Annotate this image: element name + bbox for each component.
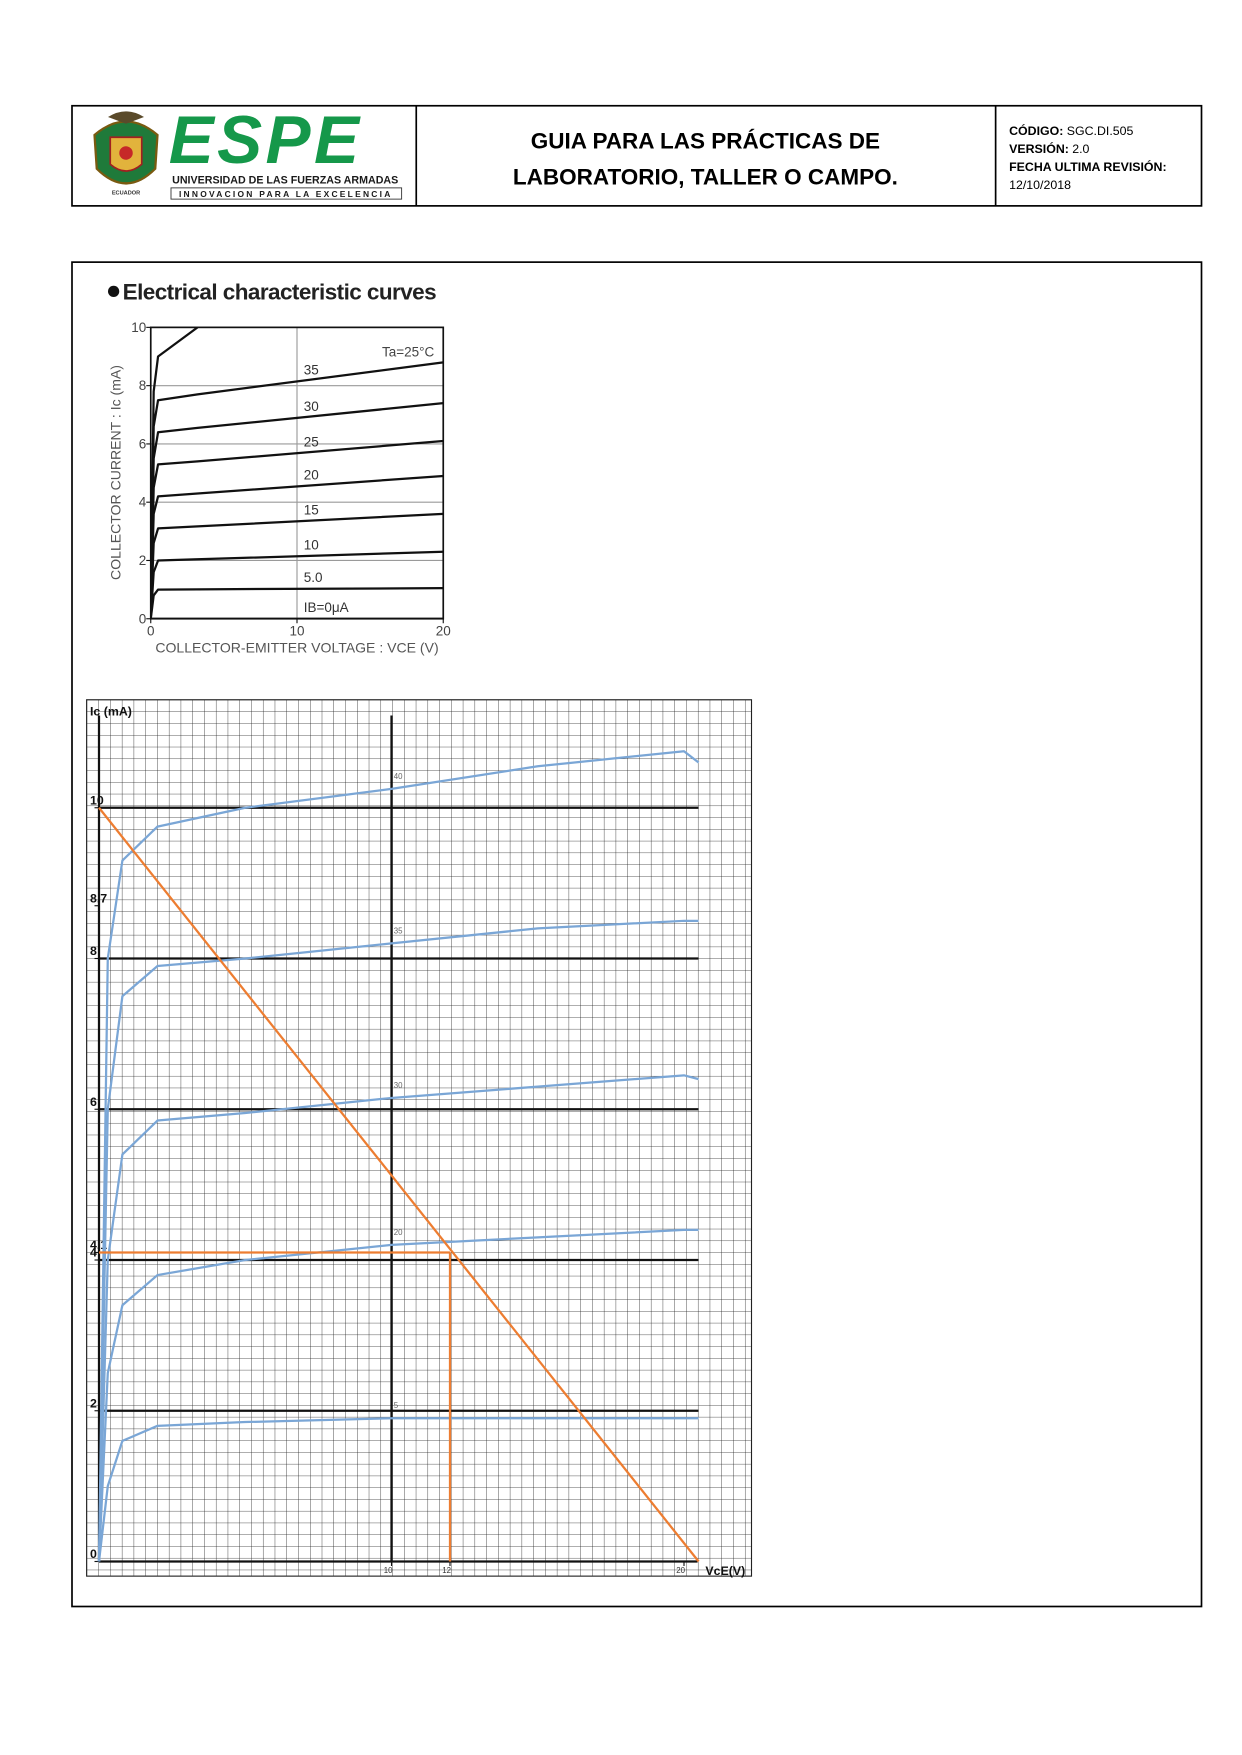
y-tick-label: 6	[139, 436, 147, 451]
x-tick-label: 10	[289, 624, 304, 639]
x-tick-label: 10	[384, 1566, 393, 1575]
graph-paper	[86, 699, 753, 1577]
y-tick-label: 8.7	[90, 891, 107, 905]
curve-label: 30	[304, 399, 319, 414]
y-tick-label: 8	[139, 378, 147, 393]
y-tick-label: 6	[90, 1095, 97, 1109]
header: ECUADOR ESPE UNIVERSIDAD DE LAS FUERZAS …	[71, 103, 1203, 207]
header-frame	[71, 104, 1203, 207]
curve-label: 40	[394, 772, 403, 781]
meta-label: FECHA ULTIMA REVISIÓN:	[1009, 159, 1166, 174]
curve	[97, 750, 700, 1562]
curve-label: 20	[304, 468, 319, 483]
x-tick-label: 0	[147, 624, 155, 639]
y-tick-label: 2	[139, 553, 147, 568]
y-tick-label: 10	[90, 793, 104, 807]
header-title: GUIA PARA LAS PRÁCTICAS DE	[531, 129, 880, 154]
y-tick-label: 10	[131, 320, 146, 335]
curve-label: 30	[394, 1081, 403, 1090]
logo-motto: INNOVACION PARA LA EXCELENCIA	[179, 189, 393, 199]
curve-label: IB=0μA	[304, 600, 349, 615]
curve-label: 5	[394, 1401, 399, 1410]
logo-badge: ECUADOR	[112, 191, 140, 197]
y-tick-label: 2	[90, 1396, 97, 1410]
y-axis-label: Ic (mA)	[90, 705, 132, 719]
header-meta: CÓDIGO: SGC.DI.505 VERSIÓN: 2.0 FECHA ULTIMA…	[1009, 123, 1166, 192]
y-tick-label: 0	[139, 611, 147, 626]
y-tick-label: 4	[90, 1246, 97, 1260]
x-tick-label: 12	[442, 1566, 451, 1575]
x-axis-label: VcE(V)	[705, 1564, 745, 1578]
logo-text: ESPE	[169, 103, 363, 178]
meta-value: SGC.DI.505	[1067, 124, 1134, 138]
y-tick-label: 4	[139, 495, 147, 510]
curve-label: 35	[304, 363, 319, 378]
logo-motto-frame	[170, 187, 403, 200]
curve-label: 35	[394, 926, 403, 935]
annotation: Ta=25°C	[382, 345, 435, 360]
curve-label: 5.0	[304, 570, 323, 585]
y-axis-label: COLLECTOR CURRENT : Ic (mA)	[107, 365, 123, 580]
curve-label: 15	[304, 503, 319, 518]
curve	[150, 327, 199, 619]
curve	[97, 1228, 699, 1562]
meta-label: VERSIÓN:	[1009, 141, 1069, 156]
curve-label: 25	[304, 434, 319, 449]
content-frame	[71, 261, 1203, 1608]
datasheet-chart: Electrical characteristic curves COLLECT…	[107, 279, 450, 655]
y-tick-label: 8	[90, 944, 97, 958]
curve	[97, 919, 699, 1562]
chart-title: Electrical characteristic curves	[123, 279, 437, 304]
x-tick-label: 20	[436, 624, 451, 639]
header-title: LABORATORIO, TALLER O CAMPO.	[513, 165, 898, 190]
curve	[97, 1417, 699, 1562]
meta-label: CÓDIGO:	[1009, 123, 1063, 138]
x-axis-label: COLLECTOR-EMITTER VOLTAGE : VCE (V)	[155, 640, 438, 656]
bullet	[108, 285, 120, 297]
x-tick-label: 20	[676, 1566, 685, 1575]
curve	[97, 1074, 699, 1562]
curve-label: 10	[304, 537, 319, 552]
logo-shield	[93, 111, 159, 185]
meta-value: 2.0	[1072, 142, 1089, 156]
curve-label: 20	[394, 1228, 403, 1237]
y-tick-label: 0	[90, 1547, 97, 1561]
logo-subtitle: UNIVERSIDAD DE LAS FUERZAS ARMADAS	[172, 174, 398, 186]
load-line	[98, 807, 700, 1563]
meta-value: 12/10/2018	[1009, 178, 1071, 192]
